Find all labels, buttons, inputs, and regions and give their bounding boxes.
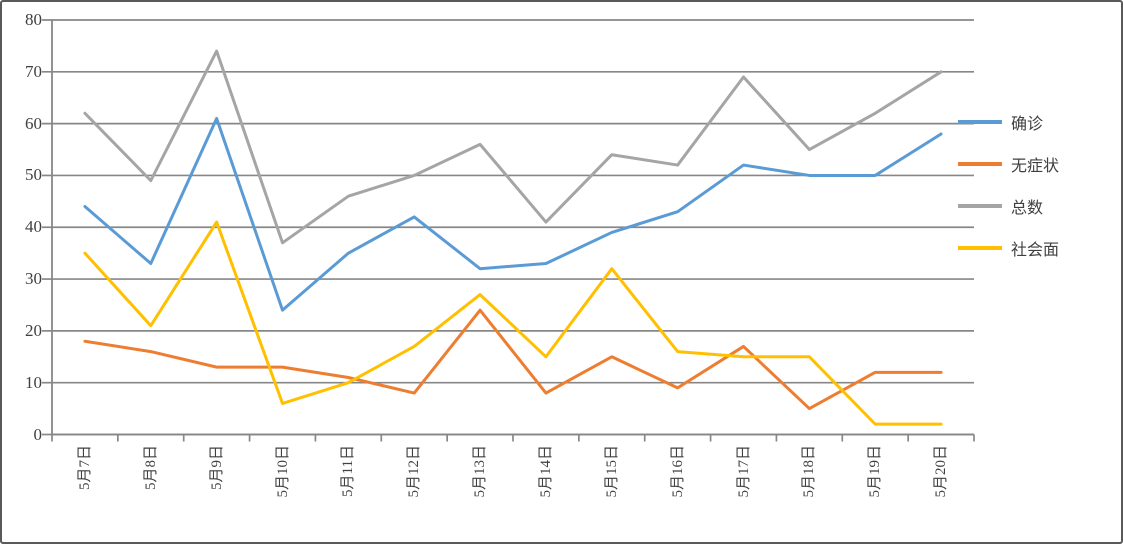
y-axis-tick-label: 70 — [25, 61, 42, 81]
x-axis-label: 5月16日 — [669, 445, 686, 498]
x-axis-label: 5月13日 — [472, 445, 489, 498]
legend-item-community: 社会面 — [958, 234, 1059, 261]
legend-label: 确诊 — [1011, 115, 1044, 133]
legend-label: 无症状 — [1011, 157, 1060, 175]
series-line-0 — [83, 116, 943, 312]
y-axis-tick-label: 80 — [25, 10, 42, 29]
series-line-2 — [83, 49, 943, 245]
legend-label: 社会面 — [1011, 241, 1060, 259]
chart-legend: 确诊 无症状 总数 社会面 — [958, 108, 1059, 261]
legend-line-swatch-icon — [958, 203, 1002, 208]
legend-line-swatch-icon — [958, 161, 1002, 166]
y-axis-tick-label: 40 — [25, 217, 42, 237]
x-axis-label: 5月20日 — [933, 445, 950, 498]
legend-item-total: 总数 — [958, 192, 1059, 219]
x-axis-label: 5月18日 — [801, 445, 818, 498]
x-axis-label: 5月19日 — [867, 445, 884, 498]
x-axis-label: 5月7日 — [76, 445, 93, 491]
y-axis-tick-label: 50 — [25, 165, 42, 185]
y-axis-tick-label: 30 — [25, 269, 42, 289]
x-axis-label: 5月17日 — [735, 445, 752, 498]
x-axis-label: 5月15日 — [603, 445, 620, 498]
y-axis-tick-label: 10 — [25, 372, 42, 392]
y-axis-tick-label: 60 — [25, 113, 42, 133]
x-axis-label: 5月14日 — [537, 445, 554, 498]
series-line-1 — [83, 308, 943, 411]
legend-item-asymptomatic: 无症状 — [958, 150, 1059, 177]
x-axis-label: 5月9日 — [208, 445, 225, 491]
x-axis-label: 5月11日 — [340, 445, 357, 497]
series-line-3 — [83, 220, 943, 426]
x-axis-label: 5月12日 — [406, 445, 423, 498]
legend-item-confirmed: 确诊 — [958, 108, 1059, 135]
x-axis-label: 5月10日 — [274, 445, 291, 498]
x-axis-label: 5月8日 — [142, 445, 159, 491]
legend-label: 总数 — [1011, 199, 1044, 217]
legend-line-swatch-icon — [958, 119, 1002, 124]
legend-line-swatch-icon — [958, 245, 1002, 250]
y-axis-tick-label: 20 — [25, 320, 42, 340]
y-axis-tick-label: 0 — [33, 424, 43, 444]
